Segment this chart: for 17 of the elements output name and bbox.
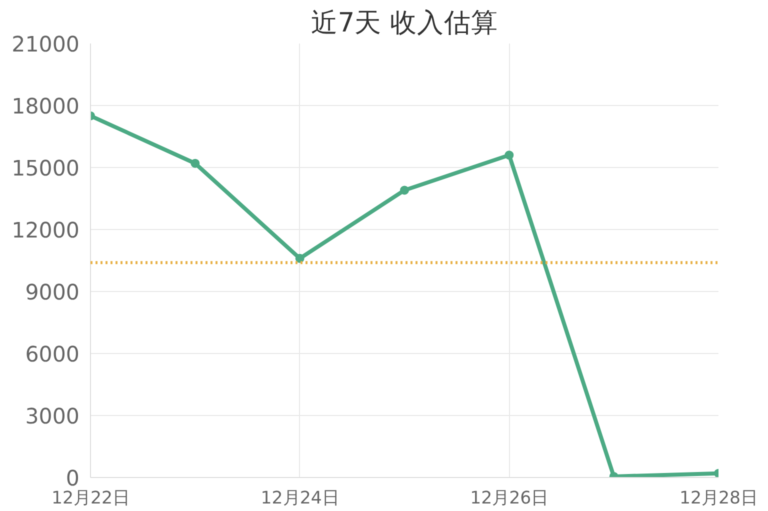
- y-tick-label: 0: [66, 466, 80, 492]
- point: [295, 254, 304, 263]
- y-tick-label: 15000: [12, 156, 80, 182]
- y-tick-label: 9000: [25, 280, 80, 306]
- x-tick-label: 12月28日: [679, 488, 758, 508]
- y-tick-label: 12000: [12, 218, 80, 244]
- x-tick-label: 12月26日: [470, 488, 548, 508]
- y-tick-label: 6000: [25, 342, 80, 368]
- x-tick-label: 12月22日: [51, 488, 130, 508]
- chart-title: 近7天 收入估算: [310, 8, 498, 38]
- x-tick-label: 12月24日: [260, 488, 339, 508]
- point: [400, 186, 409, 195]
- point: [504, 150, 514, 160]
- point: [190, 158, 200, 168]
- y-tick-label: 18000: [12, 94, 80, 120]
- y-tick-label: 3000: [25, 404, 80, 430]
- y-tick-label: 21000: [12, 32, 80, 58]
